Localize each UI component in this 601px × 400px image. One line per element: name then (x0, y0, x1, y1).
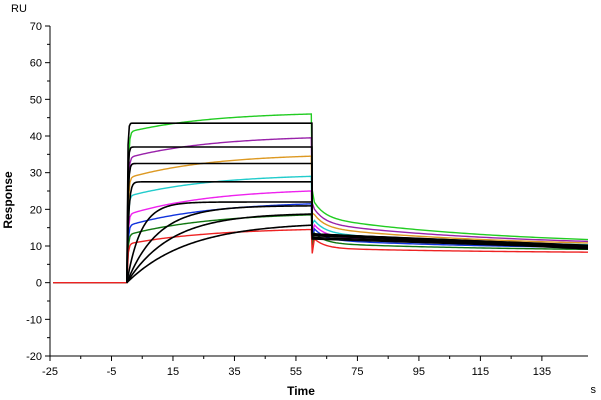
y-tick-label: -10 (26, 314, 42, 326)
fit-curve-8 (126, 224, 589, 284)
y-tick-label: 70 (30, 21, 42, 33)
fit-curve-4 (126, 181, 589, 283)
y-tick-label: 40 (30, 131, 42, 143)
curves-group (53, 113, 589, 284)
x-axis-ticks: -25 -5 15 35 55 75 95 115 135 (42, 356, 551, 378)
y-tick-label: 10 (30, 241, 42, 253)
x-tick-label: 75 (351, 366, 363, 378)
x-tick-label: -25 (42, 366, 58, 378)
y-axis-ticks: -20 -10 0 10 20 30 40 50 60 70 (26, 21, 50, 363)
y-tick-label: 50 (30, 94, 42, 106)
x-tick-label: 135 (533, 366, 551, 378)
fit-curve-1 (126, 122, 589, 283)
x-axis-title: Time (287, 384, 315, 398)
measured-curve-8 (53, 228, 589, 284)
x-tick-label: 15 (167, 366, 179, 378)
x-tick-label: 95 (413, 366, 425, 378)
y-tick-label: 0 (36, 278, 42, 290)
y-axis-title: Response (1, 171, 15, 229)
x-tick-label: 115 (472, 366, 490, 378)
fit-curve-2 (126, 146, 589, 283)
x-tick-label: -5 (107, 366, 117, 378)
measured-curve-6 (53, 203, 589, 284)
x-tick-label: 35 (228, 366, 240, 378)
fit-curve-6 (126, 205, 589, 283)
x-unit-label: s (591, 384, 597, 396)
fit-curve-5 (126, 201, 589, 283)
fit-curve-7 (126, 213, 589, 284)
measured-curve-3 (53, 155, 589, 284)
y-tick-label: 60 (30, 58, 42, 70)
y-tick-label: 20 (30, 204, 42, 216)
measured-curve-7 (53, 214, 589, 284)
y-tick-label: 30 (30, 168, 42, 180)
x-tick-label: 55 (290, 366, 302, 378)
y-unit-label: RU (11, 3, 27, 15)
fit-curve-3 (126, 162, 589, 283)
measured-curve-1 (53, 113, 589, 284)
y-tick-label: -20 (26, 351, 42, 363)
